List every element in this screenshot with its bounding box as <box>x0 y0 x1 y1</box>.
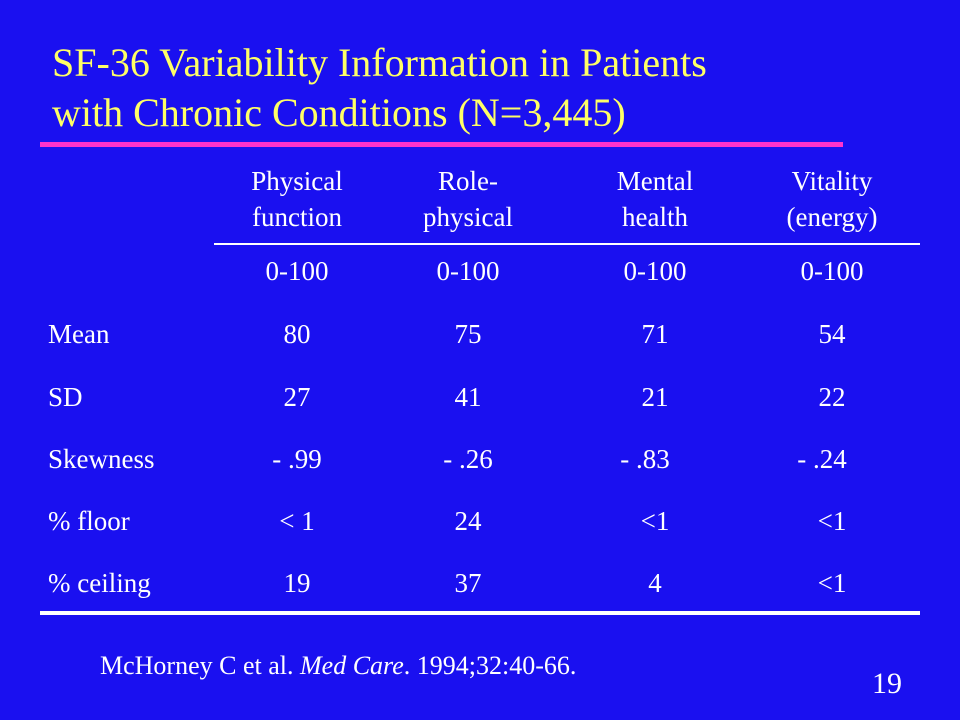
table-cell: 54 <box>818 319 846 349</box>
table-cell: <1 <box>817 568 847 598</box>
table-cell: < 1 <box>279 506 315 536</box>
table-cell: - .99 <box>272 444 322 474</box>
row-label-skewness: Skewness <box>48 444 155 474</box>
column-header-line: Physical <box>251 166 343 196</box>
slide-title-line-2: with Chronic Conditions (N=3,445) <box>52 90 626 135</box>
table-cell: 75 <box>454 319 482 349</box>
row-label-ceiling: % ceiling <box>48 568 151 598</box>
citation: McHorney C et al. Med Care. 1994;32:40-6… <box>100 648 576 684</box>
table-cell: <1 <box>817 506 847 536</box>
citation-details: . 1994;32:40-66. <box>403 651 577 680</box>
column-header-line: health <box>622 202 688 232</box>
page-number: 19 <box>872 667 902 700</box>
table-cell: 0-100 <box>623 256 687 286</box>
slide-title: SF-36 Variability Information in Patient… <box>52 38 912 138</box>
column-header-line: (energy) <box>786 202 878 232</box>
row-label-floor: % floor <box>48 506 130 536</box>
table-cell: 24 <box>454 506 482 536</box>
citation-authors: McHorney C et al. <box>100 651 301 680</box>
table-cell: 37 <box>454 568 482 598</box>
table-cell: 80 <box>283 319 311 349</box>
table-cell: - .83 <box>620 444 670 474</box>
table-cell: 19 <box>283 568 311 598</box>
column-header-mental-health: Mental health <box>570 163 740 235</box>
table-cell: - .26 <box>443 444 493 474</box>
table-cell: - .24 <box>797 444 847 474</box>
column-header-role-physical: Role- physical <box>383 163 553 235</box>
column-header-vitality: Vitality (energy) <box>747 163 917 235</box>
header-divider <box>214 243 920 245</box>
table-cell: 0-100 <box>800 256 864 286</box>
row-label-sd: SD <box>48 382 83 412</box>
table-cell: 27 <box>283 382 311 412</box>
column-header-line: Vitality <box>791 166 873 196</box>
table-bottom-border <box>40 611 920 615</box>
title-underline <box>40 142 843 147</box>
table-cell: 22 <box>818 382 846 412</box>
table-cell: <1 <box>640 506 670 536</box>
column-header-line: physical <box>423 202 513 232</box>
slide-title-line-1: SF-36 Variability Information in Patient… <box>52 40 707 85</box>
citation-journal: Med Care <box>300 651 404 680</box>
column-header-line: Mental <box>616 166 694 196</box>
column-header-physical-function: Physical function <box>212 163 382 235</box>
column-header-line: function <box>252 202 342 232</box>
column-header-line: Role- <box>438 166 498 196</box>
table-cell: 71 <box>641 319 669 349</box>
table-cell: 0-100 <box>265 256 329 286</box>
table-cell: 4 <box>648 568 662 598</box>
table-cell: 0-100 <box>436 256 500 286</box>
table-cell: 21 <box>641 382 669 412</box>
row-label-mean: Mean <box>48 319 110 349</box>
table-cell: 41 <box>454 382 482 412</box>
